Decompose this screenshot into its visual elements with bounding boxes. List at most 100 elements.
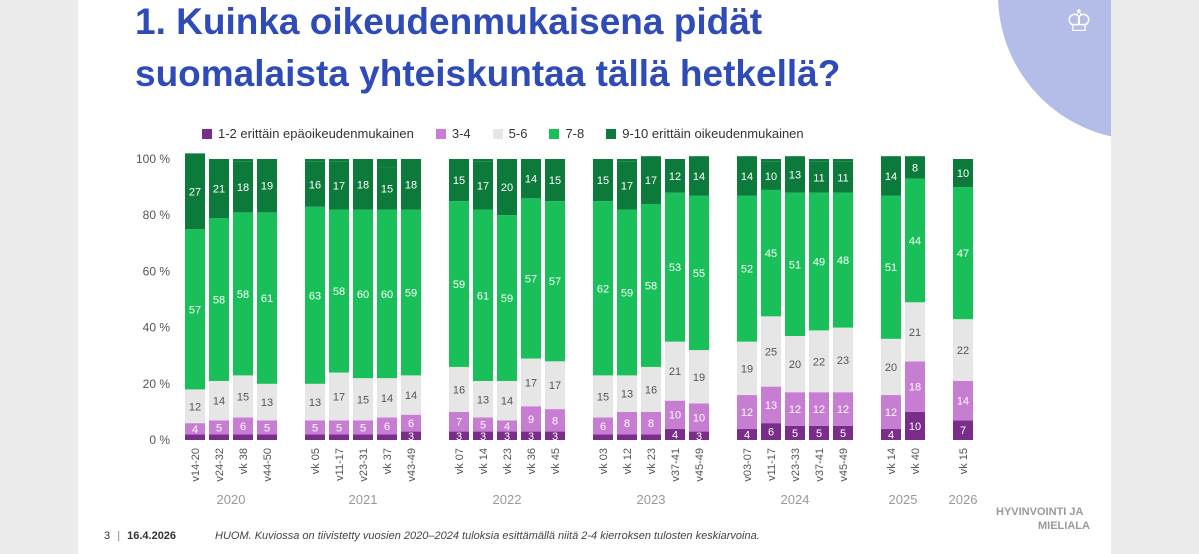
x-tick-label: vk 07 (454, 448, 466, 474)
legend-item: 3-4 (435, 126, 471, 141)
data-label: 18 (909, 382, 921, 394)
data-label: 5 (264, 422, 270, 434)
bar-segment (233, 434, 253, 440)
bar-segment (833, 161, 853, 193)
data-label: 18 (405, 179, 417, 191)
data-label: 4 (504, 421, 510, 433)
data-label: 14 (501, 396, 513, 408)
x-tick-label: vk 05 (310, 448, 322, 474)
bar-segment (497, 380, 517, 421)
data-label: 4 (672, 429, 678, 441)
bar-segment (617, 411, 637, 435)
data-label: 9 (528, 414, 534, 426)
data-label: 10 (909, 421, 921, 433)
footer-note: HUOM. Kuviossa on tiivistetty vuosien 20… (215, 530, 760, 542)
x-tick-label: v37-41 (814, 448, 826, 482)
data-label: 15 (453, 175, 465, 187)
data-label: 14 (741, 171, 753, 183)
data-label: 12 (885, 407, 897, 419)
left-margin (0, 0, 78, 554)
legend-swatch (606, 128, 617, 139)
bar-segment (761, 161, 781, 190)
data-label: 48 (837, 255, 849, 267)
stacked-bar-chart: 0 %20 %40 %60 %80 %100 %4125727v14-20514… (136, 152, 977, 507)
x-tick-label: v14-20 (190, 448, 202, 482)
x-tick-label: vk 12 (622, 448, 634, 474)
bar-segment (785, 336, 805, 393)
x-tick-label: v03-07 (742, 448, 754, 482)
data-label: 59 (501, 293, 513, 305)
bar-segment (329, 209, 349, 373)
data-label: 20 (501, 182, 513, 194)
bar-segment (905, 302, 925, 362)
year-label: 2024 (781, 492, 810, 507)
bar-segment (449, 366, 469, 412)
legend-item: 1-2 erittäin epäoikeudenmukainen (202, 126, 414, 141)
bar-segment (953, 159, 973, 188)
data-label: 3 (528, 431, 534, 443)
bar-segment (881, 156, 901, 196)
bar-segment (665, 428, 685, 440)
x-tick-label: v23-31 (358, 448, 370, 482)
bar-segment (473, 159, 493, 162)
data-label: 15 (597, 175, 609, 187)
legend-swatch (549, 128, 560, 139)
data-label: 17 (621, 181, 633, 193)
legend-swatch (202, 128, 212, 139)
bar-segment (401, 159, 421, 210)
data-label: 5 (480, 420, 486, 432)
data-label: 14 (693, 171, 705, 183)
data-label: 62 (597, 283, 609, 295)
data-label: 17 (525, 377, 537, 389)
bar-segment (353, 209, 373, 379)
bar-segment (497, 159, 517, 216)
data-label: 4 (888, 429, 894, 441)
data-label: 59 (405, 287, 417, 299)
data-label: 5 (840, 428, 846, 440)
bar-segment (233, 159, 253, 162)
bar-segment (209, 380, 229, 421)
bar-segment (449, 159, 469, 202)
data-label: 12 (813, 404, 825, 416)
bar-segment (689, 350, 709, 404)
bar-segment (593, 159, 613, 202)
data-label: 3 (552, 431, 558, 443)
bar-segment (305, 434, 325, 440)
data-label: 55 (693, 268, 705, 280)
bar-segment (185, 153, 205, 230)
bar-segment (641, 434, 661, 440)
bar-segment (761, 159, 781, 162)
page-separator: | (117, 530, 121, 542)
data-label: 15 (357, 394, 369, 406)
bar-segment (737, 395, 757, 429)
slide: ♔ 1. Kuinka oikeudenmukaisena pidät suom… (78, 0, 1111, 554)
data-label: 17 (333, 391, 345, 403)
bar-segment (545, 431, 565, 440)
bar-segment (593, 201, 613, 376)
data-label: 17 (549, 380, 561, 392)
data-label: 60 (381, 289, 393, 301)
bar-segment (761, 423, 781, 440)
data-label: 19 (741, 363, 753, 375)
year-label: 2021 (349, 492, 378, 507)
data-label: 22 (813, 356, 825, 368)
bar-segment (449, 201, 469, 367)
data-label: 16 (645, 384, 657, 396)
year-label: 2023 (637, 492, 666, 507)
data-label: 12 (669, 171, 681, 183)
bar-segment (233, 375, 253, 418)
data-label: 10 (693, 413, 705, 425)
x-tick-label: vk 45 (550, 448, 562, 474)
bar-segment (233, 417, 253, 435)
data-label: 10 (957, 168, 969, 180)
bar-segment (833, 159, 853, 162)
bar-segment (305, 420, 325, 435)
bar-segment (809, 161, 829, 193)
data-label: 13 (789, 169, 801, 181)
bar-segment (617, 161, 637, 210)
data-label: 3 (696, 431, 702, 443)
year-label: 2020 (217, 492, 246, 507)
bar-segment (881, 395, 901, 429)
data-label: 14 (213, 396, 225, 408)
data-label: 51 (885, 262, 897, 274)
